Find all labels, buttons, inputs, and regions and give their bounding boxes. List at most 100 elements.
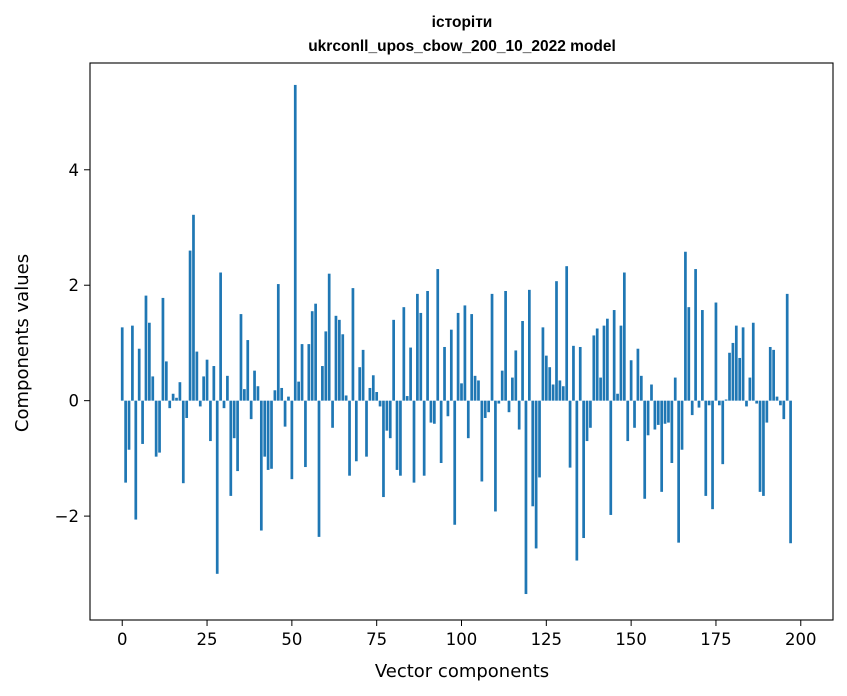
bar [473,375,477,401]
bar [453,400,457,525]
bar [738,357,742,401]
bar [297,381,300,401]
bar [639,375,643,401]
bar [541,327,545,401]
bar [219,272,222,401]
bar [789,400,792,544]
bar [324,331,328,401]
bar [701,310,704,401]
bar [151,376,155,401]
bar [412,400,416,483]
bar [399,400,402,476]
bar [633,400,636,428]
bar [209,400,212,442]
bar [578,346,582,401]
bar [256,386,260,401]
bar [660,400,664,492]
bar [246,340,250,401]
bar [538,400,541,478]
bar [198,400,202,407]
bar [544,355,548,401]
bar [341,334,345,401]
bar [690,400,694,416]
bar [612,310,616,401]
bar [694,269,697,401]
bar [606,318,609,401]
bar [728,352,731,401]
bar [120,327,124,401]
bar [734,325,738,401]
bar [673,377,677,401]
x-tick-label: 150 [615,630,647,649]
bar [392,319,395,401]
x-axis-ticks: 0 25 50 75 100 125 150 175 200 [117,620,817,649]
bar [195,351,199,401]
bar [212,366,216,401]
bar [595,328,599,401]
x-tick-label: 200 [785,630,817,649]
bar [616,393,619,401]
bar [429,400,433,423]
bar [507,400,511,413]
bar [314,303,317,401]
bar [779,400,782,406]
bar [551,384,555,401]
bar [697,400,701,408]
bar [405,396,409,401]
bar [653,400,657,430]
bar [161,297,165,401]
bar [572,345,575,401]
bar [514,350,518,401]
bar [134,400,138,520]
bar [164,361,168,401]
bar [222,400,226,409]
bar [751,322,755,401]
bar [446,400,450,417]
bar [175,397,178,401]
bar [466,400,470,439]
bar [521,321,524,401]
bar [436,269,440,401]
bar [266,400,270,470]
bar [131,325,134,401]
bar [477,380,480,401]
bar [602,325,606,401]
bar [263,400,267,457]
bar [307,344,311,401]
x-tick-label: 50 [281,630,302,649]
y-tick-label: 4 [69,161,80,180]
bar [358,367,362,401]
bar [782,400,786,420]
bar [293,84,297,401]
bar [548,367,552,401]
bar [636,348,640,401]
bar [283,400,287,427]
x-axis-label: Vector components [375,661,549,682]
bar [463,305,467,401]
bar [643,400,647,499]
bar [388,400,392,439]
bar [188,250,192,401]
bar [158,400,161,453]
bar [704,400,708,496]
bar [290,400,294,480]
bar [192,214,195,401]
x-tick-label: 0 [117,630,128,649]
bar [348,400,351,476]
bar [741,327,745,401]
bar [626,400,630,442]
bar [416,293,419,401]
bar [511,377,514,401]
bar [409,347,412,401]
bar [354,400,358,462]
bar [504,290,507,401]
bar [215,400,219,574]
chart-subtitle: ukrconll_upos_cbow_200_10_2022 model [308,38,616,55]
bar [317,400,321,537]
bar [568,400,572,468]
bar [202,376,206,401]
bar [677,400,680,543]
bar [585,400,589,442]
bar [310,311,314,401]
bar [768,346,772,401]
